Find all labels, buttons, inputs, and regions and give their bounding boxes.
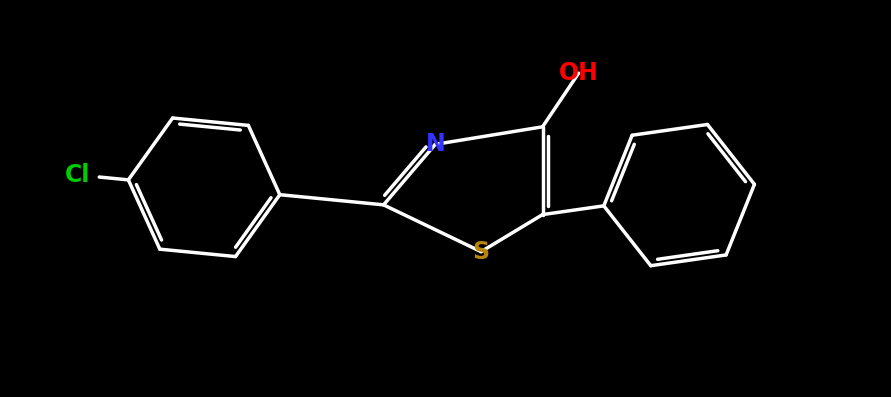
Text: S: S bbox=[472, 240, 490, 264]
Text: N: N bbox=[425, 132, 446, 156]
Text: OH: OH bbox=[559, 61, 599, 85]
Text: Cl: Cl bbox=[65, 163, 91, 187]
